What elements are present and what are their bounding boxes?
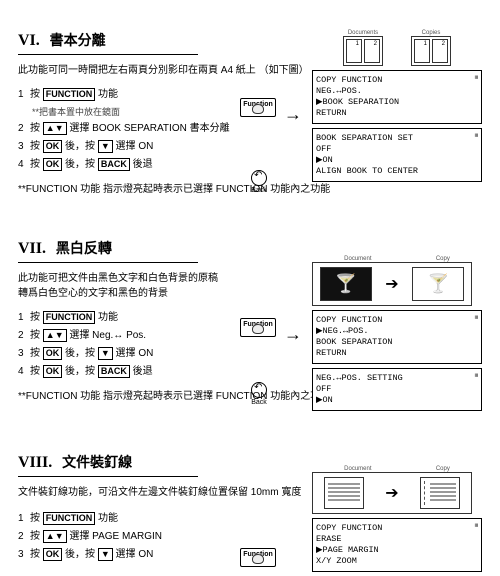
binding-icon: ≡ xyxy=(470,133,479,138)
btn-ok: OK xyxy=(43,158,63,171)
lcd-panel-1: COPY FUNCTION ▶NEG.↔POS. BOOK SEPARATION… xyxy=(312,310,482,364)
roman-vii: VII. xyxy=(18,240,46,257)
right-col-viii: DocumentCopy ➔ COPY FUNCTION ERASE ▶PAGE… xyxy=(312,466,482,576)
btn-ok: OK xyxy=(43,548,63,561)
thumb-dark: 🍸 xyxy=(320,267,372,301)
thumbs-vi: Documents12 Copies12 xyxy=(312,30,482,66)
roman-vi: VI. xyxy=(18,32,40,49)
lcd-panel-2: BOOK SEPARATION SET OFF ▶ON ALIGN BOOK T… xyxy=(312,128,482,182)
btn-updown: ▲▼ xyxy=(43,329,67,342)
section-viii: VIII. 文件裝釘線 文件裝釘線功能，可沿文件左邊文件裝釘線位置保留 10mm… xyxy=(18,452,482,564)
btn-updown: ▲▼ xyxy=(43,530,67,543)
function-button-graphic: Function xyxy=(240,98,276,117)
heading-underline xyxy=(18,262,198,263)
back-button-graphic: Back xyxy=(246,382,272,406)
thumb-doc xyxy=(324,477,364,509)
roman-viii: VIII. xyxy=(18,454,52,471)
thumb-copy: 12 xyxy=(411,36,451,66)
arrow-icon: → xyxy=(284,104,302,125)
panel-title: COPY FUNCTION xyxy=(316,315,478,326)
heading-underline xyxy=(18,54,198,55)
section-vi: VI. 書本分離 此功能可同一時間把左右兩頁分別影印在兩頁 A4 紙上 （如下圖… xyxy=(18,30,482,220)
heading-vii: VII. 黑白反轉 xyxy=(18,238,482,258)
btn-updown: ▲▼ xyxy=(43,122,67,135)
martini-icon: 🍸 xyxy=(335,274,357,295)
heading-underline xyxy=(18,476,198,477)
btn-down: ▼ xyxy=(98,140,113,153)
btn-ok: OK xyxy=(43,140,63,153)
right-col-vi: Documents12 Copies12 COPY FUNCTION NEG.↔… xyxy=(312,30,482,186)
btn-function: FUNCTION xyxy=(43,311,96,324)
function-button-graphic: Function xyxy=(240,548,276,567)
lcd-panel-2: NEG.↔POS. SETTING OFF ▶ON ≡ xyxy=(312,368,482,411)
arrow-icon: → xyxy=(284,324,302,345)
binding-icon: ≡ xyxy=(470,373,479,378)
title-vi: 書本分離 xyxy=(50,32,106,48)
panel-title: NEG.↔POS. SETTING xyxy=(316,373,478,384)
panel-title: COPY FUNCTION xyxy=(316,75,478,86)
bw-thumb: 🍸 ➔ 🍸 xyxy=(312,262,472,306)
back-button-graphic: Back xyxy=(246,170,272,194)
function-button-graphic: Function xyxy=(240,318,276,337)
btn-ok: OK xyxy=(43,347,63,360)
btn-down: ▼ xyxy=(98,548,113,561)
martini-icon: 🍸 xyxy=(427,274,449,295)
back-icon xyxy=(251,170,267,186)
title-vii: 黑白反轉 xyxy=(56,240,112,256)
arrow-icon: ➔ xyxy=(385,483,398,503)
lcd-panel-1: COPY FUNCTION NEG.↔POS. ▶BOOK SEPARATION… xyxy=(312,70,482,124)
btn-function: FUNCTION xyxy=(43,512,96,525)
thumb-copy xyxy=(420,477,460,509)
right-col-vii: DocumentCopy 🍸 ➔ 🍸 COPY FUNCTION ▶NEG.↔P… xyxy=(312,256,482,415)
btn-ok: OK xyxy=(43,365,63,378)
btn-back: BACK xyxy=(98,158,130,171)
btn-back: BACK xyxy=(98,365,130,378)
btn-function: FUNCTION xyxy=(43,88,96,101)
binding-icon: ≡ xyxy=(470,75,479,80)
section-vii: VII. 黑白反轉 此功能可把文件由黑色文字和白色背景的原稿 轉爲白色空心的文字… xyxy=(18,238,482,434)
btn-down: ▼ xyxy=(98,347,113,360)
lcd-panel-1: COPY FUNCTION ERASE ▶PAGE MARGIN X/Y ZOO… xyxy=(312,518,482,572)
back-icon xyxy=(251,382,267,398)
panel-title: BOOK SEPARATION SET xyxy=(316,133,478,144)
binding-icon: ≡ xyxy=(470,523,479,528)
thumb-light: 🍸 xyxy=(412,267,464,301)
doc-thumb: ➔ xyxy=(312,472,472,514)
title-viii: 文件裝釘線 xyxy=(62,454,132,470)
arrow-icon: ➔ xyxy=(385,274,398,294)
binding-icon: ≡ xyxy=(470,315,479,320)
thumb-doc: 12 xyxy=(343,36,383,66)
panel-title: COPY FUNCTION xyxy=(316,523,478,534)
